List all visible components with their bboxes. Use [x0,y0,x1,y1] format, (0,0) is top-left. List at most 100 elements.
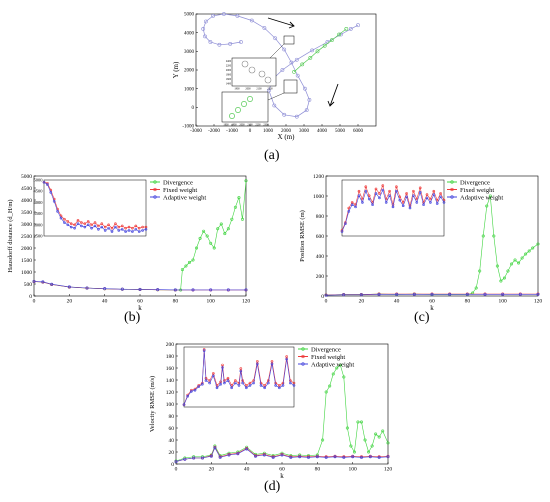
c-series-0-point [499,279,503,283]
b-series-2-point [67,285,71,289]
c-ytick-label: 1000 [313,194,324,200]
d-inset-series-0-point [285,355,288,358]
b-series-0-point [180,268,184,272]
d-inset-series-1-point [256,362,259,366]
b-inset-series-0-point [114,222,117,225]
d-series-0-point [342,375,346,379]
d-series-0-point [374,432,378,436]
d-ytick-label: 160 [166,366,175,372]
c-inset-series-1-point [408,206,412,210]
b-ytick-label: 3000 [21,222,32,228]
a-inset-lower-xtick: 2300 [263,124,269,127]
a-xlabel: X (m) [278,133,296,141]
d-ytick-label: 120 [166,390,175,396]
b-ytick-label: 2500 [21,234,32,240]
d-series-2-point [271,455,275,459]
a-green-track-point [322,43,327,48]
c-inset-series-1-point [374,192,378,195]
c-series-2-line [325,294,538,296]
c-inset-series-1-point [395,189,398,193]
d-inset-series-1-point [281,384,285,387]
c-xtick-label: 0 [325,299,328,305]
c-series-2-point [536,292,540,296]
d-series-2-point [359,455,363,459]
b-inset-series-0-point [73,223,76,227]
c-inset-series-0-point [429,197,432,201]
a-track-point [217,42,222,47]
d-series-2-point [227,453,231,457]
c-inset-series-1-point [401,204,405,208]
b-inset-series-0-point [97,224,100,228]
b-inset-series-0-point [86,220,90,223]
b-inset-ytick: 3000 [34,222,44,227]
c-series-0-point [492,234,496,238]
c-inset-series-1-point [415,201,419,204]
b-legend-label: Divergence [163,179,193,186]
c-series-0-point [536,242,540,246]
a-track-point [266,88,271,93]
c-ytick-label: 800 [316,214,325,220]
d-inset-series-0-point [278,384,281,387]
a-ytick-label: 5000 [184,13,195,18]
c-inset-series-1-point [388,194,391,197]
a-inset-lower-xtick: 1900 [231,124,237,127]
d-series-2-point [213,446,217,450]
b-series-2-point [209,288,213,292]
a-xtick-label: -3000 [190,129,202,134]
c-series-0-point [509,262,513,266]
d-legend-label: Divergence [311,346,341,353]
b-series-0-point [184,264,188,268]
d-series-0-point [338,363,342,367]
a-inset-upper-point [264,76,272,84]
c-series-2-point [501,292,505,296]
b-inset-series-1-point [66,223,70,227]
d-inset-series-0-point [292,381,296,385]
c-ytick-label: 400 [316,254,325,260]
a-green-track-point [315,49,320,54]
d-inset-series-1-point [202,349,206,352]
a-zoom-box-upper [283,35,295,45]
b-inset-series-1-point [52,199,56,203]
a-arrow-top [267,17,295,29]
d-inset-series-1-point [245,386,248,390]
a-ytick-label: -1000 [182,125,194,130]
d-series-0-point [324,390,328,394]
d-inset-series-1-point [252,381,255,385]
a-track-point [304,108,309,113]
c-inset-series-0-point [425,193,429,196]
c-series-0-point [513,258,517,262]
b-series-2-point [85,286,89,290]
b-inset-series-1-point [97,227,100,231]
d-series-2-point [289,455,293,459]
d-series-0-point [381,429,385,433]
c-inset-series-0-point [418,186,422,190]
a-track-point [228,41,233,46]
a-inset-upper-ytick: 2400 [226,60,232,63]
b-series-2-point [138,287,142,291]
d-ytick-label: 80 [169,414,175,420]
a-green-track-point [337,32,342,37]
a-inset-lower-xtick: 2100 [247,124,253,127]
b-series-0-point [195,246,199,250]
d-series-0-point [370,444,374,448]
a-inset-lower-point [235,107,241,113]
b-ytick-label: 4000 [21,198,32,204]
d-inset-series-1-point [182,403,186,406]
c-inset-series-0-point [357,189,361,193]
a-track-point [262,26,267,30]
c-inset-series-1-point [371,203,374,206]
c-legend-label: Fixed weight [460,187,494,194]
d-xtick-label: 20 [209,467,215,473]
d-series-0-point [349,444,353,448]
c-inset-series-1-point [340,230,344,233]
a-arrow-right [327,83,339,107]
a-ylabel: Y (m) [172,61,180,78]
c-inset-series-1-point [439,195,442,199]
c-ytick-label: 1200 [313,174,324,180]
b-legend-label: Adaptive weight [163,194,206,201]
d-ytick-label: 20 [169,450,175,456]
b-inset-series-0-point [131,226,134,230]
c-inset-series-1-point [354,205,357,209]
b-legend-marker [153,180,157,184]
b-ytick-label: 1000 [21,270,32,276]
